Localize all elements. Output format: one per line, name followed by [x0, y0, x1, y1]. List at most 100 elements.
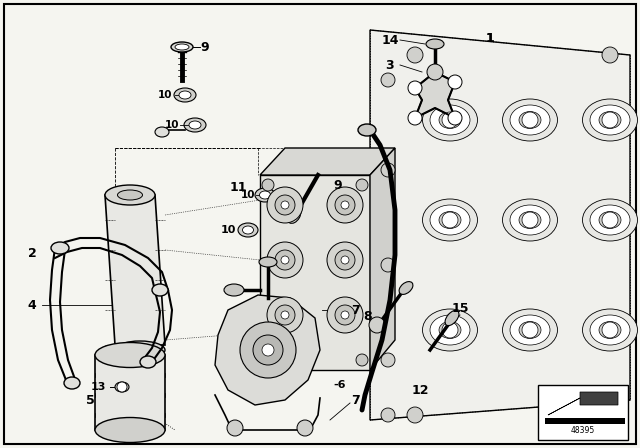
Circle shape [522, 212, 538, 228]
Ellipse shape [399, 282, 413, 294]
Ellipse shape [430, 105, 470, 135]
Ellipse shape [430, 205, 470, 235]
Ellipse shape [599, 211, 621, 228]
Ellipse shape [510, 105, 550, 135]
Circle shape [381, 73, 395, 87]
Circle shape [408, 81, 422, 95]
Circle shape [240, 322, 296, 378]
Circle shape [522, 322, 538, 338]
Ellipse shape [259, 191, 271, 199]
Circle shape [407, 47, 423, 63]
Ellipse shape [259, 257, 277, 267]
Ellipse shape [582, 99, 637, 141]
Ellipse shape [175, 44, 189, 50]
Ellipse shape [590, 105, 630, 135]
Text: 4: 4 [28, 298, 36, 311]
Ellipse shape [224, 284, 244, 296]
Text: 11: 11 [229, 181, 247, 194]
Circle shape [267, 187, 303, 223]
Ellipse shape [582, 309, 637, 351]
Circle shape [253, 335, 283, 365]
Ellipse shape [174, 88, 196, 102]
Circle shape [602, 212, 618, 228]
Circle shape [381, 353, 395, 367]
Circle shape [267, 242, 303, 278]
Bar [538, 385, 628, 440]
Ellipse shape [171, 42, 193, 52]
Ellipse shape [105, 185, 155, 205]
Ellipse shape [189, 121, 201, 129]
Circle shape [381, 258, 395, 272]
Ellipse shape [179, 91, 191, 99]
Ellipse shape [430, 315, 470, 345]
Circle shape [381, 163, 395, 177]
Circle shape [356, 354, 368, 366]
Ellipse shape [95, 343, 165, 367]
Circle shape [448, 111, 462, 125]
Text: 1: 1 [486, 31, 494, 44]
Ellipse shape [519, 112, 541, 129]
Circle shape [407, 407, 423, 423]
Circle shape [356, 179, 368, 191]
Circle shape [227, 420, 243, 436]
Ellipse shape [439, 112, 461, 129]
Polygon shape [260, 175, 370, 370]
Text: 13: 13 [90, 382, 106, 392]
Circle shape [281, 256, 289, 264]
Ellipse shape [502, 99, 557, 141]
Text: -6: -6 [333, 380, 346, 390]
Polygon shape [215, 295, 320, 405]
Ellipse shape [445, 310, 459, 326]
Ellipse shape [155, 127, 169, 137]
Circle shape [281, 201, 289, 209]
Circle shape [448, 75, 462, 89]
Ellipse shape [243, 226, 253, 234]
Circle shape [522, 112, 538, 128]
Ellipse shape [358, 124, 376, 136]
Polygon shape [260, 148, 395, 175]
Circle shape [602, 322, 618, 338]
Text: 7: 7 [351, 393, 360, 406]
Ellipse shape [510, 315, 550, 345]
Circle shape [442, 112, 458, 128]
Text: 14: 14 [381, 34, 399, 47]
Circle shape [262, 344, 274, 356]
Text: 7: 7 [351, 303, 360, 316]
Circle shape [602, 112, 618, 128]
Circle shape [117, 382, 127, 392]
Circle shape [427, 64, 443, 80]
Polygon shape [415, 72, 455, 118]
Ellipse shape [590, 315, 630, 345]
Circle shape [369, 317, 385, 333]
Text: 8: 8 [364, 310, 372, 323]
Ellipse shape [64, 377, 80, 389]
Polygon shape [548, 392, 618, 415]
Text: 2: 2 [28, 246, 36, 259]
Circle shape [275, 195, 295, 215]
Text: 48395: 48395 [571, 426, 595, 435]
Circle shape [281, 311, 289, 319]
Bar [545, 418, 625, 424]
Polygon shape [370, 148, 395, 370]
Ellipse shape [519, 322, 541, 339]
Polygon shape [370, 30, 630, 420]
Ellipse shape [519, 211, 541, 228]
Ellipse shape [582, 199, 637, 241]
Ellipse shape [152, 284, 168, 296]
Ellipse shape [439, 211, 461, 228]
Ellipse shape [95, 418, 165, 443]
Circle shape [341, 256, 349, 264]
Text: 10: 10 [220, 225, 236, 235]
Circle shape [442, 322, 458, 338]
Circle shape [602, 392, 618, 408]
Ellipse shape [426, 39, 444, 49]
Polygon shape [95, 355, 165, 430]
Text: 10: 10 [164, 120, 179, 130]
Circle shape [602, 47, 618, 63]
Circle shape [262, 354, 274, 366]
Text: 10: 10 [157, 90, 172, 100]
Circle shape [381, 408, 395, 422]
Ellipse shape [510, 205, 550, 235]
Circle shape [297, 420, 313, 436]
Ellipse shape [502, 199, 557, 241]
